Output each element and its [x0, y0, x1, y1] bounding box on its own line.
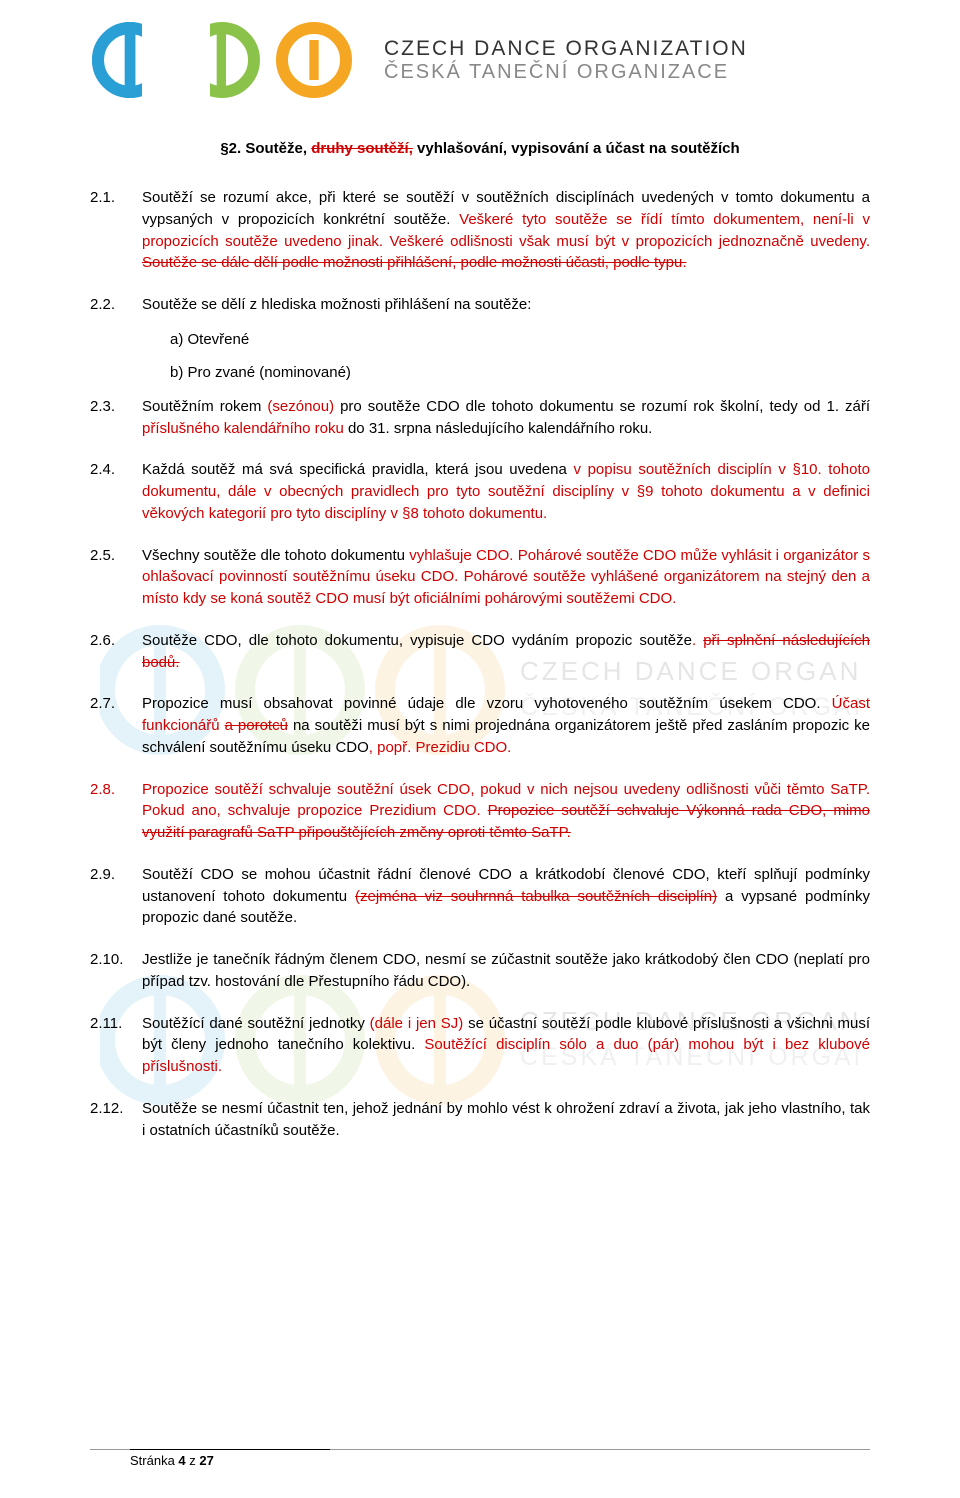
p25-t1: Všechny soutěže dle tohoto dokumentu: [142, 547, 409, 564]
p26-t1: Soutěže CDO, dle tohoto dokumentu, vypis…: [142, 632, 692, 649]
p23-t2: (sezónou): [267, 398, 334, 415]
p23-t5: do 31. srpna následujícího kalendářního …: [348, 420, 652, 437]
num-2-4: 2.4.: [90, 459, 142, 524]
p23-t3: pro soutěže CDO dle tohoto dokumentu se …: [334, 398, 870, 415]
num-2-6: 2.6.: [90, 630, 142, 674]
title-suffix: vyhlašování, vypisování a účast na soutě…: [413, 140, 740, 157]
footer-label: Stránka: [130, 1453, 178, 1468]
para-2-7: 2.7. Propozice musí obsahovat povinné úd…: [90, 693, 870, 758]
num-2-10: 2.10.: [90, 949, 142, 993]
p22-b: b) Pro zvané (nominované): [170, 359, 870, 386]
para-2-4: 2.4. Každá soutěž má svá specifická prav…: [90, 459, 870, 524]
p22-a: a) Otevřené: [170, 326, 870, 353]
para-2-11: 2.11. Soutěžící dané soutěžní jednotky (…: [90, 1013, 870, 1078]
logo-c-icon: [90, 20, 170, 100]
sublist-2-2: a) Otevřené b) Pro zvané (nominované): [170, 326, 870, 386]
p29-t2: (zejména viz souhrnná tabulka soutěžních…: [355, 888, 717, 905]
section-title: §2. Soutěže, druhy soutěží, vyhlašování,…: [90, 140, 870, 157]
p211-t1: Soutěžící dané soutěžní jednotky: [142, 1015, 370, 1032]
p22-t: Soutěže se dělí z hlediska možnosti přih…: [142, 294, 870, 316]
num-2-12: 2.12.: [90, 1098, 142, 1142]
num-2-8: 2.8.: [90, 779, 142, 844]
footer-page: 4: [178, 1453, 185, 1468]
p23-t4: příslušného kalendářního roku: [142, 420, 348, 437]
para-2-9: 2.9. Soutěží CDO se mohou účastnit řádní…: [90, 864, 870, 929]
para-2-3: 2.3. Soutěžním rokem (sezónou) pro soutě…: [90, 396, 870, 440]
logo-o-icon: [274, 20, 354, 100]
p26-t2: .: [692, 632, 703, 649]
num-2-2: 2.2.: [90, 294, 142, 316]
p211-t2: (dále i jen SJ): [370, 1015, 464, 1032]
para-2-6: 2.6. Soutěže CDO, dle tohoto dokumentu, …: [90, 630, 870, 674]
footer-total: 27: [199, 1453, 213, 1468]
page-header: CZECH DANCE ORGANIZATION ČESKÁ TANEČNÍ O…: [90, 0, 870, 130]
title-strike: druhy soutěží,: [311, 140, 413, 157]
p210-t: Jestliže je tanečník řádným členem CDO, …: [142, 949, 870, 993]
title-prefix: §2. Soutěže,: [220, 140, 311, 157]
num-2-11: 2.11.: [90, 1013, 142, 1078]
logo-icons: [90, 20, 354, 100]
num-2-3: 2.3.: [90, 396, 142, 440]
p27-t3: a porotců: [225, 717, 288, 734]
num-2-9: 2.9.: [90, 864, 142, 929]
para-2-5: 2.5. Všechny soutěže dle tohoto dokument…: [90, 545, 870, 610]
logo-d-icon: [182, 20, 262, 100]
p27-t1: Propozice musí obsahovat povinné údaje d…: [142, 695, 832, 712]
num-2-5: 2.5.: [90, 545, 142, 610]
p23-t1: Soutěžním rokem: [142, 398, 267, 415]
para-2-8: 2.8. Propozice soutěží schvaluje soutěžn…: [90, 779, 870, 844]
num-2-7: 2.7.: [90, 693, 142, 758]
para-2-12: 2.12. Soutěže se nesmí účastnit ten, jeh…: [90, 1098, 870, 1142]
p27-t5: , popř. Prezidiu CDO.: [369, 739, 512, 756]
footer-of: z: [186, 1453, 200, 1468]
brand-en: CZECH DANCE ORGANIZATION: [384, 37, 748, 60]
p212-t: Soutěže se nesmí účastnit ten, jehož jed…: [142, 1098, 870, 1142]
brand-text: CZECH DANCE ORGANIZATION ČESKÁ TANEČNÍ O…: [384, 37, 748, 82]
num-2-1: 2.1.: [90, 187, 142, 274]
page-footer: Stránka 4 z 27: [130, 1449, 330, 1468]
para-2-1: 2.1. Soutěží se rozumí akce, při které s…: [90, 187, 870, 274]
para-2-2: 2.2. Soutěže se dělí z hlediska možnosti…: [90, 294, 870, 316]
para-2-10: 2.10. Jestliže je tanečník řádným členem…: [90, 949, 870, 993]
brand-cz: ČESKÁ TANEČNÍ ORGANIZACE: [384, 61, 748, 83]
p21-t3: Soutěže se dále dělí podle možnosti přih…: [142, 254, 687, 271]
p24-t1: Každá soutěž má svá specifická pravidla,…: [142, 461, 573, 478]
